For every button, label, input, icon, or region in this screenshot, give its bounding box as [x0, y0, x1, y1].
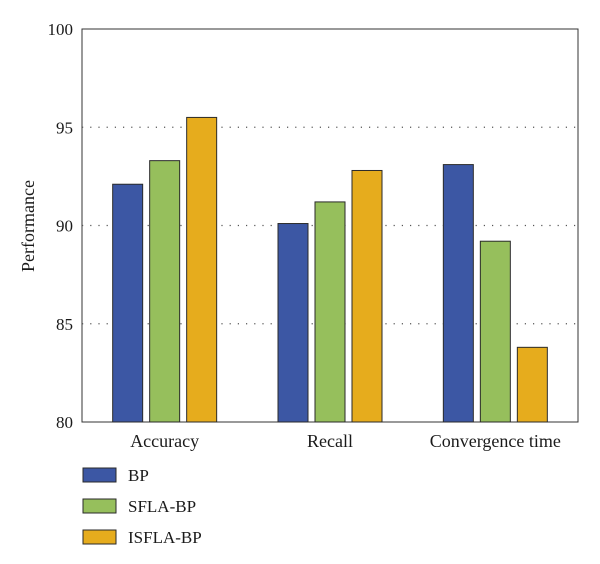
y-tick-label: 95 [56, 118, 73, 137]
legend: BP SFLA-BP ISFLA-BP [82, 466, 202, 547]
bar-bp-recall [277, 223, 309, 423]
legend-swatch [82, 467, 117, 483]
y-axis-ticks: 80 85 90 95 100 [48, 20, 74, 432]
bar-isfla-bp-recall [351, 169, 383, 423]
bar-bp-convergence-time [442, 164, 474, 423]
bar-isfla-bp-convergence-time [516, 346, 548, 423]
legend-swatch [82, 498, 117, 514]
bar-bp-accuracy [112, 183, 144, 423]
x-category-label: Convergence time [430, 431, 561, 451]
y-tick-label: 100 [48, 20, 74, 39]
legend-label: SFLA-BP [128, 497, 196, 516]
y-axis-title: Performance [18, 180, 38, 272]
bar-sfla-bp-convergence-time [479, 240, 511, 423]
x-category-label: Accuracy [130, 431, 199, 451]
y-tick-label: 80 [56, 413, 73, 432]
x-axis-categories: Accuracy Recall Convergence time [130, 431, 561, 451]
y-tick-label: 85 [56, 315, 73, 334]
bar-sfla-bp-recall [314, 201, 346, 423]
bar-sfla-bp-accuracy [149, 160, 181, 423]
bar-isfla-bp-accuracy [186, 116, 218, 423]
y-tick-label: 90 [56, 217, 73, 236]
legend-label: ISFLA-BP [128, 528, 202, 547]
legend-label: BP [128, 466, 149, 485]
x-category-label: Recall [307, 431, 353, 451]
legend-swatch [82, 529, 117, 545]
bars [112, 116, 548, 423]
